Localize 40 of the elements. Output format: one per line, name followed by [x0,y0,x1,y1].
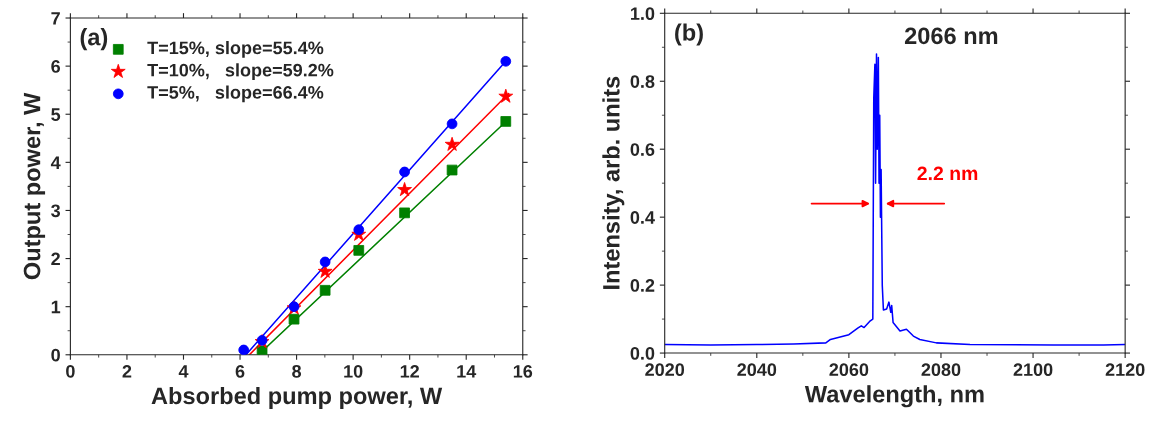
x-tick-label: 12 [400,364,419,378]
x-tick-label: 2080 [921,363,961,377]
y-tick-label: 0.6 [630,143,655,156]
y-tick-label: 4 [50,156,61,169]
x-tick-label: 2120 [1105,363,1145,377]
y-tick-label: 0.2 [630,279,655,292]
x-tick-label: 2040 [737,363,777,377]
annotation: (a) [80,28,108,51]
x-tick-label: 0 [66,364,75,378]
y-tick-label: 6 [51,60,61,73]
legend-label: T=15%, slope=55.4% [147,41,324,58]
x-tick-label: 14 [457,365,477,378]
y-tick-label: 7 [51,12,60,25]
x-tick-label: 10 [344,364,363,378]
legend-label: T=5%, slope=66.4% [147,85,324,103]
y-tick-label: 1.0 [631,7,655,21]
x-tick-label: 4 [178,365,189,378]
y-axis-title: Intensity, arb. units [602,76,625,289]
x-tick-label: 2 [122,364,132,378]
y-tick-label: 0.0 [630,347,655,360]
annotation: 2.2 nm [917,166,978,181]
y-tick-label: 5 [51,108,61,121]
y-tick-label: 0 [51,348,60,362]
x-axis-title: Wavelength, nm [804,385,984,408]
y-tick-label: 2 [51,252,60,266]
y-axis-title: Output power, W [23,92,46,280]
annotation: 2066 nm [904,27,998,45]
y-tick-label: 3 [51,204,61,218]
x-tick-label: 8 [292,364,302,378]
y-tick-label: 0.8 [630,75,655,88]
legend-label: T=10%, slope=59.2% [147,63,334,81]
x-tick-label: 6 [235,364,245,378]
x-tick-label: 2100 [1013,363,1053,377]
x-axis-title: Absorbed pump power, W [151,386,443,409]
y-tick-label: 1 [51,300,61,314]
x-tick-label: 2020 [645,363,685,377]
x-tick-label: 2060 [829,363,869,377]
x-tick-label: 16 [513,364,533,378]
annotation: (b) [675,23,703,46]
y-tick-label: 0.4 [630,211,655,224]
